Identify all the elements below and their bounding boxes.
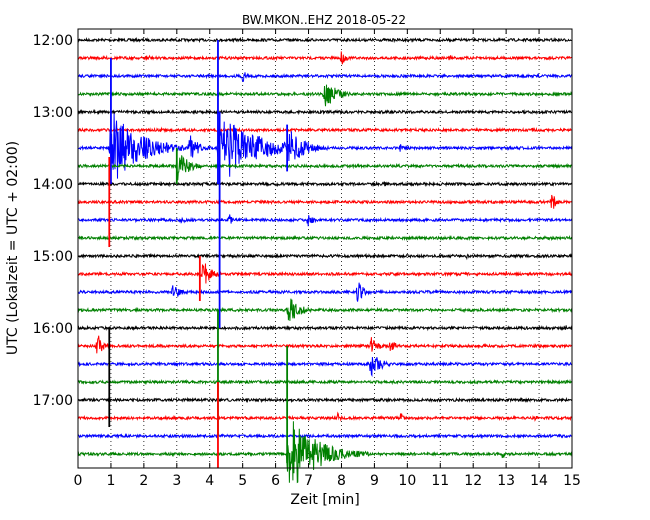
trace-row-9 bbox=[77, 194, 573, 209]
trace-row-6 bbox=[77, 113, 573, 179]
x-tick-label: 12 bbox=[464, 473, 482, 489]
trace-row-22 bbox=[77, 432, 573, 440]
trace-row-11 bbox=[77, 234, 573, 242]
trace-row-12 bbox=[77, 252, 573, 261]
x-tick-label: 9 bbox=[370, 473, 379, 489]
trace-row-13 bbox=[77, 263, 573, 284]
x-tick-label: 4 bbox=[205, 473, 214, 489]
x-tick-label: 6 bbox=[271, 473, 280, 489]
trace-row-21 bbox=[77, 411, 573, 422]
x-tick-label: 13 bbox=[497, 473, 515, 489]
trace-row-17 bbox=[77, 335, 573, 354]
y-tick-label: 13:00 bbox=[33, 105, 73, 121]
axis-ticks: 0 1 2 3 4 5 6 7 8 9 10 11 12 13 14 1512:0013:0014:0015:… bbox=[33, 29, 581, 489]
trace-row-16 bbox=[77, 324, 573, 332]
trace-row-19 bbox=[77, 378, 573, 386]
y-tick-label: 16:00 bbox=[33, 321, 73, 337]
trace-row-7 bbox=[77, 148, 573, 181]
trace-row-10 bbox=[77, 214, 573, 227]
x-tick-label: 5 bbox=[238, 473, 247, 489]
x-axis-label: Zeit [min] bbox=[290, 492, 359, 508]
trace-row-5 bbox=[77, 126, 573, 134]
x-tick-label: 14 bbox=[530, 473, 548, 489]
trace-row-8 bbox=[77, 180, 573, 188]
x-tick-label: 10 bbox=[398, 473, 416, 489]
trace-row-3 bbox=[77, 84, 573, 107]
y-tick-label: 17:00 bbox=[33, 393, 73, 409]
chart-title: BW.MKON..EHZ 2018-05-22 bbox=[242, 13, 406, 27]
x-tick-label: 1 bbox=[106, 473, 115, 489]
y-tick-label: 14:00 bbox=[33, 177, 73, 193]
trace-row-15 bbox=[77, 298, 573, 321]
x-tick-label: 8 bbox=[337, 473, 346, 489]
x-tick-label: 11 bbox=[431, 473, 449, 489]
x-tick-label: 0 bbox=[74, 473, 83, 489]
x-tick-label: 3 bbox=[172, 473, 181, 489]
y-tick-label: 15:00 bbox=[33, 249, 73, 265]
x-tick-label: 2 bbox=[139, 473, 148, 489]
trace-row-2 bbox=[77, 72, 573, 83]
seismic-traces bbox=[77, 36, 573, 484]
trace-row-14 bbox=[77, 282, 573, 302]
x-tick-label: 7 bbox=[304, 473, 313, 489]
trace-row-4 bbox=[77, 108, 573, 116]
x-tick-label: 15 bbox=[563, 473, 581, 489]
trace-row-18 bbox=[77, 357, 573, 378]
trace-row-20 bbox=[77, 396, 573, 404]
plot-frame bbox=[77, 28, 573, 469]
trace-row-0 bbox=[77, 36, 573, 44]
trace-row-23 bbox=[77, 421, 573, 484]
trace-row-1 bbox=[77, 51, 573, 65]
y-tick-label: 12:00 bbox=[33, 33, 73, 49]
y-axis-label: UTC (Lokalzeit = UTC + 02:00) bbox=[5, 141, 21, 355]
